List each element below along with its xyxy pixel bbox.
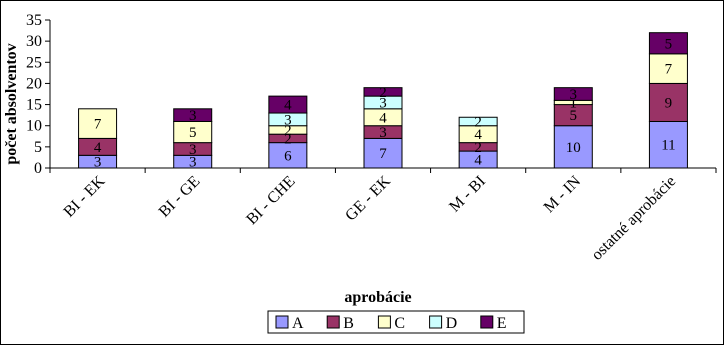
data-label: 2 [474,140,482,156]
data-label: 3 [94,155,102,171]
bar-segment-e [268,95,308,114]
y-tick-label: 0 [34,160,42,177]
y-tick-label: 5 [34,139,42,156]
data-label: 11 [661,138,675,154]
data-label: 5 [189,125,197,141]
y-axis-title: počet absolventov [3,43,20,164]
bar-segment-c [648,53,688,84]
data-label: 6 [284,148,292,164]
bar-segment-e [173,108,213,122]
data-label: 1 [570,95,578,111]
bar-segment-e [363,87,403,97]
legend-label-e: E [497,315,507,332]
legend-swatch-b [326,315,340,329]
data-label: 5 [665,36,673,52]
legend-swatch-c [377,315,391,329]
data-label: 3 [189,155,197,171]
bar-segment-b [648,82,688,122]
data-label: 4 [284,98,292,114]
data-label: 2 [474,114,482,130]
bar-segment-c [78,108,118,139]
legend-swatch-d [429,315,443,329]
data-label: 7 [665,62,673,78]
y-tick-label: 30 [26,33,42,50]
bar-segment-d [458,116,498,127]
legend-swatch-e [480,315,494,329]
data-label: 5 [570,108,578,124]
data-label: 10 [566,140,581,156]
legend-label-c: C [394,315,405,332]
y-tick-label: 20 [26,75,42,92]
bar-segment-e [648,32,688,55]
data-label: 2 [379,85,387,101]
data-label: 4 [474,127,482,143]
data-label: 4 [94,140,102,156]
legend-label-b: B [343,315,354,332]
y-tick-label: 35 [26,12,42,29]
bar-segment-a [648,120,688,169]
bar-segment-a [363,137,403,169]
bar-segment-e [553,87,593,101]
data-label: 9 [665,95,673,111]
legend-label-a: A [292,315,304,332]
y-tick-label: 15 [26,97,42,114]
data-label: 3 [570,87,578,103]
data-label: 3 [189,142,197,158]
data-label: 3 [379,125,387,141]
legend: A B C D E [267,310,525,334]
data-label: 3 [189,108,197,124]
x-axis-title: aprobácie [344,289,411,306]
data-label: 2 [284,123,292,139]
y-tick-label: 25 [26,54,42,71]
legend-label-d: D [446,315,458,332]
data-label: 7 [94,117,102,133]
data-label: 3 [379,95,387,111]
y-tick-label: 10 [26,118,42,135]
legend-swatch-a [275,315,289,329]
data-label: 2 [284,131,292,147]
data-label: 7 [379,146,387,162]
data-label: 4 [474,153,482,169]
data-label: 3 [284,112,292,128]
data-label: 4 [379,110,387,126]
